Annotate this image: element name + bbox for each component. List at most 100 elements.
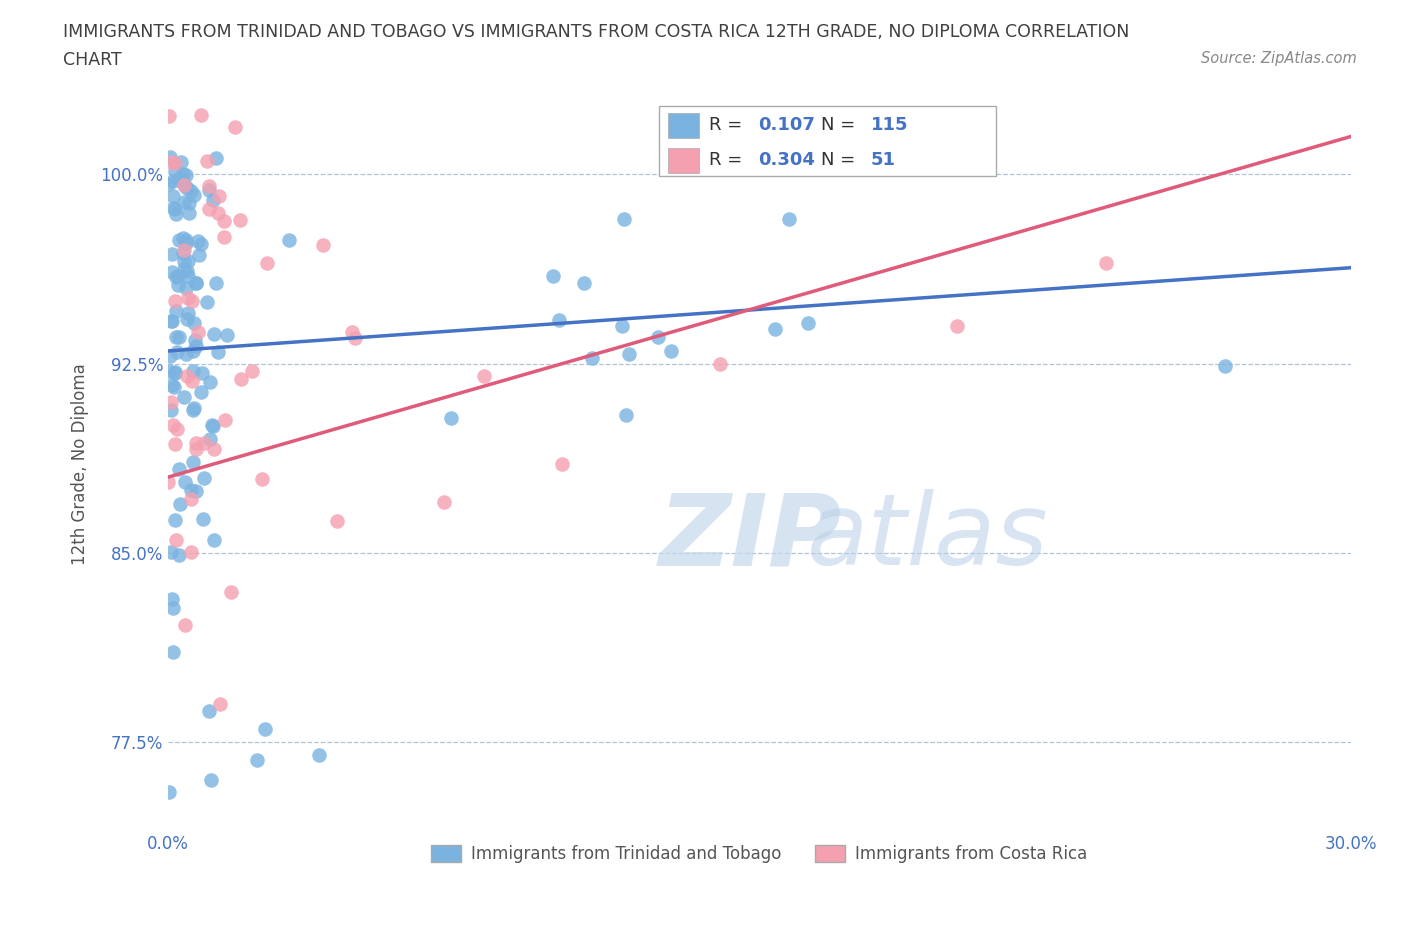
Point (797, 315, 820, 330)
Point (217, 328, 239, 343)
Point (242, 364, 264, 379)
Text: ZIP: ZIP (659, 489, 842, 586)
Point (165, 270, 187, 285)
Point (183, 188, 205, 203)
Text: IMMIGRANTS FROM TRINIDAD AND TOBAGO VS IMMIGRANTS FROM COSTA RICA 12TH GRADE, NO: IMMIGRANTS FROM TRINIDAD AND TOBAGO VS I… (63, 23, 1129, 41)
Point (256, 255, 278, 270)
Point (647, 329, 669, 344)
Point (945, 318, 967, 333)
Point (172, 175, 194, 190)
Point (169, 329, 191, 344)
Point (163, 512, 186, 527)
Point (184, 442, 207, 457)
Text: 51: 51 (870, 152, 896, 169)
Point (709, 356, 731, 371)
Point (214, 230, 236, 245)
Point (173, 261, 195, 276)
Point (165, 365, 187, 379)
Point (181, 403, 204, 418)
Point (181, 294, 204, 309)
Point (174, 167, 197, 182)
Point (311, 237, 333, 252)
Point (201, 418, 224, 432)
Point (159, 150, 181, 165)
Point (186, 339, 208, 353)
Point (162, 188, 184, 203)
Point (165, 304, 187, 319)
Point (163, 294, 186, 309)
Point (167, 548, 190, 563)
Point (778, 212, 800, 227)
FancyBboxPatch shape (668, 113, 699, 138)
Text: R =: R = (709, 116, 748, 135)
Point (308, 747, 330, 762)
Point (157, 474, 180, 489)
Point (186, 275, 208, 290)
Point (617, 347, 640, 362)
Point (162, 200, 184, 215)
Point (177, 268, 200, 283)
Point (173, 254, 195, 269)
Point (613, 212, 636, 227)
Point (198, 202, 221, 217)
Point (205, 276, 228, 291)
Point (177, 254, 200, 269)
Point (174, 618, 197, 632)
Point (198, 704, 221, 719)
Text: atlas: atlas (807, 489, 1049, 586)
Point (173, 177, 195, 192)
Point (173, 195, 195, 210)
Point (183, 401, 205, 416)
Point (172, 246, 194, 260)
Point (610, 318, 633, 333)
Point (162, 174, 184, 189)
Point (198, 432, 221, 446)
Point (229, 372, 252, 387)
Point (763, 322, 786, 337)
Point (1095, 255, 1118, 270)
FancyBboxPatch shape (659, 106, 995, 176)
Point (160, 403, 183, 418)
Point (184, 332, 207, 347)
Legend: Immigrants from Trinidad and Tobago, Immigrants from Costa Rica: Immigrants from Trinidad and Tobago, Imm… (425, 838, 1094, 870)
Point (166, 422, 188, 437)
Point (195, 295, 218, 310)
Point (157, 177, 180, 192)
Point (176, 306, 198, 321)
Point (472, 369, 495, 384)
Point (205, 151, 228, 166)
Point (186, 275, 208, 290)
Point (173, 243, 195, 258)
Point (343, 330, 366, 345)
Point (191, 512, 214, 526)
Point (190, 236, 212, 251)
Point (165, 206, 187, 221)
Point (160, 313, 183, 328)
Point (157, 108, 180, 123)
Point (165, 533, 187, 548)
Point (157, 364, 180, 379)
Point (202, 442, 225, 457)
Point (186, 436, 208, 451)
Point (201, 418, 224, 433)
Point (659, 343, 682, 358)
Point (202, 193, 225, 207)
Text: Source: ZipAtlas.com: Source: ZipAtlas.com (1201, 51, 1357, 66)
Point (176, 312, 198, 327)
Point (191, 365, 214, 380)
Point (160, 378, 183, 392)
Point (277, 232, 299, 247)
Point (167, 269, 190, 284)
Point (169, 171, 191, 186)
Point (162, 417, 184, 432)
Point (202, 532, 225, 547)
Point (167, 232, 190, 247)
Text: 0.304: 0.304 (758, 152, 815, 169)
Point (177, 206, 200, 220)
Point (163, 379, 186, 394)
Point (165, 330, 187, 345)
Point (340, 325, 363, 339)
Point (187, 325, 209, 339)
Text: 0.107: 0.107 (758, 116, 815, 135)
Point (165, 164, 187, 179)
